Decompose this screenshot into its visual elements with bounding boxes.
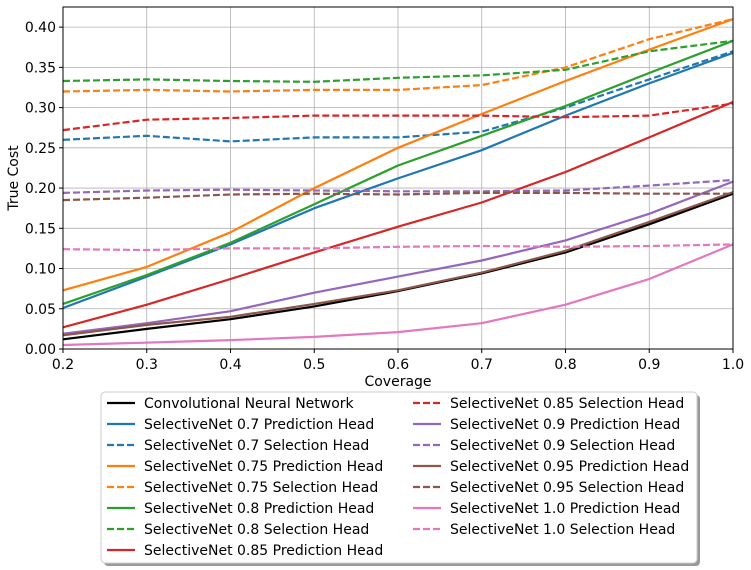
series-line [62, 243, 734, 252]
legend-entry: SelectiveNet 0.95 Selection Head [450, 480, 684, 496]
series-line [62, 50, 734, 143]
x-tick-label: 0.2 [52, 357, 74, 373]
series-line [62, 51, 734, 310]
x-tick-label: 1.0 [722, 357, 744, 373]
series-line [62, 178, 734, 194]
legend-entry: SelectiveNet 1.0 Selection Head [450, 522, 675, 538]
series-line [62, 18, 734, 93]
legend-entry: SelectiveNet 0.85 Selection Head [450, 396, 684, 412]
x-tick-label: 0.3 [136, 357, 158, 373]
series-line [62, 191, 734, 337]
y-tick-label: 0.20 [25, 181, 56, 197]
legend-entry: SelectiveNet 0.8 Selection Head [144, 522, 369, 538]
y-tick-label: 0.10 [25, 262, 56, 278]
series-line [62, 100, 734, 329]
legend-entry: SelectiveNet 1.0 Prediction Head [450, 501, 680, 517]
x-tick-label: 0.4 [219, 357, 241, 373]
legend-entry: SelectiveNet 0.75 Prediction Head [144, 459, 383, 475]
y-tick-label: 0.05 [25, 302, 56, 318]
x-tick-label: 0.7 [471, 357, 493, 373]
legend-entry: SelectiveNet 0.85 Prediction Head [144, 543, 383, 559]
x-tick-label: 0.5 [303, 357, 325, 373]
y-tick-label: 0.25 [25, 141, 56, 157]
x-tick-label: 0.6 [387, 357, 409, 373]
series-line [62, 18, 734, 292]
legend: Convolutional Neural Network SelectiveNet… [100, 391, 700, 566]
series-lines [62, 18, 734, 347]
legend-entry: SelectiveNet 0.7 Selection Head [144, 438, 369, 454]
y-axis-label: True Cost [6, 145, 22, 212]
grid [62, 7, 734, 350]
series-line [62, 180, 734, 335]
legend-entry: SelectiveNet 0.7 Prediction Head [144, 417, 374, 433]
series-line [62, 102, 734, 132]
legend-entry: SelectiveNet 0.8 Prediction Head [144, 501, 374, 517]
legend-box [100, 391, 698, 564]
x-tick-label: 0.8 [554, 357, 576, 373]
series-line [62, 39, 734, 83]
legend-entry: Convolutional Neural Network [144, 396, 355, 412]
y-tick-label: 0.40 [25, 20, 56, 36]
x-tick-label: 0.9 [638, 357, 660, 373]
series-line [62, 243, 734, 347]
legend-entry: SelectiveNet 0.9 Selection Head [450, 438, 675, 454]
y-tick-label: 0.30 [25, 101, 56, 117]
legend-entry: SelectiveNet 0.95 Prediction Head [450, 459, 689, 475]
series-line [62, 39, 734, 305]
legend-entry: SelectiveNet 0.75 Selection Head [144, 480, 378, 496]
y-tick-label: 0.00 [25, 342, 56, 358]
y-tick-label: 0.35 [25, 60, 56, 76]
x-axis-label: Coverage [364, 374, 431, 390]
series-line [62, 191, 733, 202]
legend-entry: SelectiveNet 0.9 Prediction Head [450, 417, 680, 433]
y-tick-label: 0.15 [25, 221, 56, 237]
axis-ticks: 0.2 0.3 0.4 0.5 0.6 0.7 0.8 0.9 1.0 0.00 0.05 0.10 0… [25, 20, 744, 373]
